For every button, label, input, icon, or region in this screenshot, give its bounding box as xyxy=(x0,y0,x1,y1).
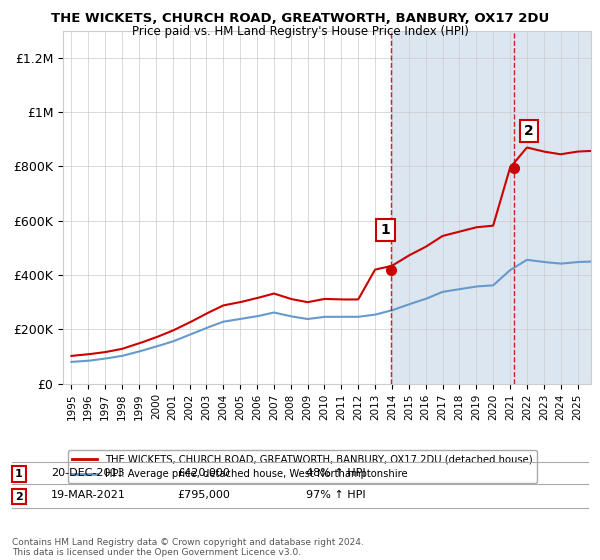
Text: 20-DEC-2013: 20-DEC-2013 xyxy=(51,468,125,478)
Text: 19-MAR-2021: 19-MAR-2021 xyxy=(51,491,126,501)
Text: 1: 1 xyxy=(380,223,391,237)
Bar xyxy=(391,31,591,384)
Text: £420,000: £420,000 xyxy=(177,468,230,478)
Legend: THE WICKETS, CHURCH ROAD, GREATWORTH, BANBURY, OX17 2DU (detached house), HPI: A: THE WICKETS, CHURCH ROAD, GREATWORTH, BA… xyxy=(68,450,536,483)
Text: 97% ↑ HPI: 97% ↑ HPI xyxy=(306,491,365,501)
Text: 2: 2 xyxy=(524,124,534,138)
Text: THE WICKETS, CHURCH ROAD, GREATWORTH, BANBURY, OX17 2DU: THE WICKETS, CHURCH ROAD, GREATWORTH, BA… xyxy=(51,12,549,25)
Text: 1: 1 xyxy=(15,469,23,479)
Text: £795,000: £795,000 xyxy=(177,491,230,501)
Text: 48% ↑ HPI: 48% ↑ HPI xyxy=(306,468,365,478)
Text: 2: 2 xyxy=(15,492,23,502)
Text: Price paid vs. HM Land Registry's House Price Index (HPI): Price paid vs. HM Land Registry's House … xyxy=(131,25,469,38)
Text: Contains HM Land Registry data © Crown copyright and database right 2024.
This d: Contains HM Land Registry data © Crown c… xyxy=(12,538,364,557)
